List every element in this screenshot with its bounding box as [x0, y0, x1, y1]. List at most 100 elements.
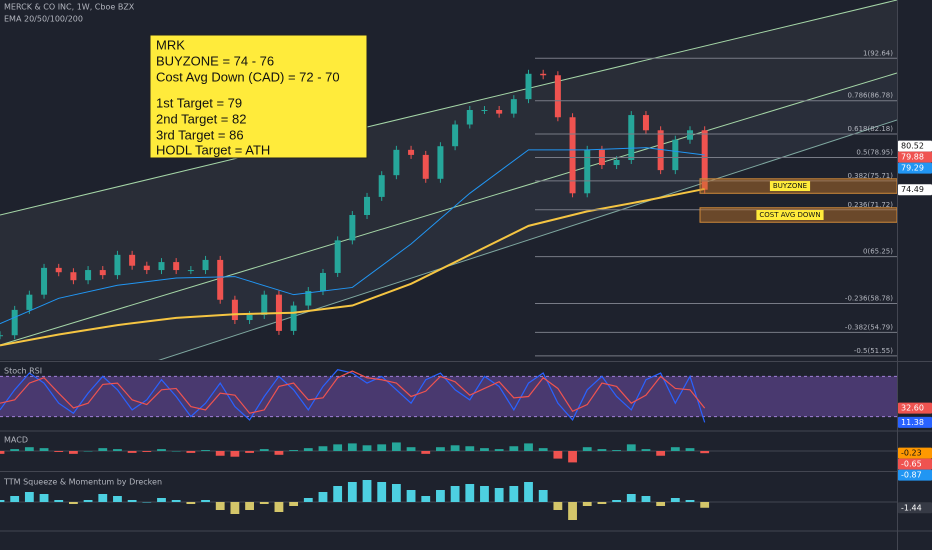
histogram-bar — [347, 482, 357, 502]
histogram-bar — [538, 490, 548, 502]
candle-body — [422, 154, 429, 179]
candle-body — [319, 272, 326, 292]
price-tag — [898, 447, 932, 459]
histogram-bar — [494, 449, 504, 451]
channel-line — [0, 72, 897, 346]
histogram-bar — [274, 502, 284, 512]
histogram-bar — [303, 498, 313, 502]
histogram-bar — [230, 451, 240, 457]
candle-body — [202, 259, 209, 271]
histogram-bar — [98, 494, 108, 502]
annotation-line: 3rd Target = 86 — [156, 127, 244, 142]
histogram-bar — [509, 486, 519, 502]
candle-body — [452, 124, 459, 147]
price-tag — [898, 402, 932, 414]
indicator-line — [0, 370, 706, 414]
fib-label: 0.618(82.18) — [847, 125, 893, 133]
candle-body — [525, 73, 532, 100]
pane-title: TTM Squeeze & Momentum by Drecken — [3, 478, 162, 487]
histogram-bar — [318, 446, 328, 451]
candle-body — [657, 130, 664, 171]
ema-line — [0, 187, 705, 347]
price-tag-label: 11.38 — [901, 418, 924, 427]
annotation-box — [149, 34, 368, 159]
histogram-bar — [171, 500, 181, 502]
price-tag-label: 74.49 — [901, 185, 924, 194]
histogram-bar — [421, 451, 431, 454]
histogram-bar — [612, 500, 621, 502]
zone-label-box — [769, 181, 811, 192]
annotation-line: 1st Target = 79 — [156, 95, 242, 110]
histogram-bar — [582, 447, 592, 451]
histogram-bar — [157, 498, 166, 502]
candle-body — [246, 314, 253, 321]
candle-body — [305, 291, 312, 306]
candle-body — [70, 272, 77, 281]
histogram-bar — [10, 496, 20, 502]
header-symbol: MERCK & CO INC, 1W, Cboe BZX — [4, 3, 135, 12]
histogram-bar — [157, 449, 166, 451]
histogram-bar — [54, 451, 64, 452]
price-tag — [898, 162, 932, 174]
candle-body — [510, 99, 517, 114]
histogram-bar — [274, 451, 284, 455]
price-tag — [898, 184, 932, 196]
histogram-bar — [54, 500, 64, 502]
candle-body — [290, 305, 297, 331]
histogram-bar — [391, 484, 401, 502]
price-tag-label: -0.65 — [901, 460, 922, 469]
histogram-bar — [69, 451, 78, 454]
candle-body — [129, 254, 136, 266]
fib-label: 1(92.64) — [863, 49, 893, 57]
price-tag — [898, 502, 932, 514]
candle-body — [408, 149, 415, 155]
candle-body — [187, 270, 194, 272]
candle-body — [26, 294, 33, 310]
histogram-bar — [215, 451, 225, 456]
candle-body — [143, 265, 150, 271]
ema-line — [0, 147, 705, 325]
histogram-bar — [465, 484, 475, 502]
histogram-bar — [24, 492, 34, 502]
fib-label: -0.5(51.55) — [854, 347, 893, 355]
candle-body — [672, 139, 679, 171]
histogram-bar — [98, 448, 108, 451]
histogram-bar — [406, 447, 416, 451]
histogram-bar — [362, 445, 372, 451]
fib-label: 0.5(78.95) — [856, 148, 893, 156]
histogram-bar — [656, 451, 666, 456]
fib-label: -0.236(58.78) — [845, 295, 893, 303]
histogram-bar — [641, 449, 651, 451]
histogram-bar — [10, 449, 20, 451]
histogram-bar — [39, 494, 49, 502]
histogram-bar — [333, 486, 343, 502]
zone-label-box — [756, 210, 824, 221]
annotation-line: BUYZONE = 74 - 76 — [156, 53, 274, 68]
price-tag — [898, 416, 932, 428]
candle-body — [378, 175, 385, 197]
histogram-bar — [245, 502, 254, 510]
candle-body — [334, 240, 341, 273]
price-tag-label: 79.88 — [901, 153, 924, 162]
histogram-bar — [553, 502, 563, 510]
histogram-bar — [700, 451, 710, 454]
fib-label: -0.382(54.79) — [845, 323, 893, 331]
candle-body — [55, 267, 62, 273]
plot-layer: 1(92.64) 0.786(86.78) 0.618(82.18) 0.5(78.9… — [0, 49, 898, 520]
fib-label: 0(65.25) — [863, 248, 893, 256]
indicator-line — [0, 369, 706, 423]
candle-body — [11, 309, 18, 336]
histogram-bar — [127, 451, 137, 453]
zone-label: BUYZONE — [773, 182, 807, 190]
histogram-bar — [289, 502, 299, 506]
histogram-bar — [568, 451, 577, 463]
histogram-bar — [494, 488, 504, 502]
histogram-bar — [377, 482, 387, 502]
candle-body — [85, 270, 92, 281]
histogram-bar — [465, 446, 475, 451]
annotation-line: Cost Avg Down (CAD) = 72 - 70 — [156, 69, 340, 84]
candle-body — [642, 115, 649, 131]
candle-body — [0, 335, 3, 337]
candle-body — [554, 75, 561, 118]
